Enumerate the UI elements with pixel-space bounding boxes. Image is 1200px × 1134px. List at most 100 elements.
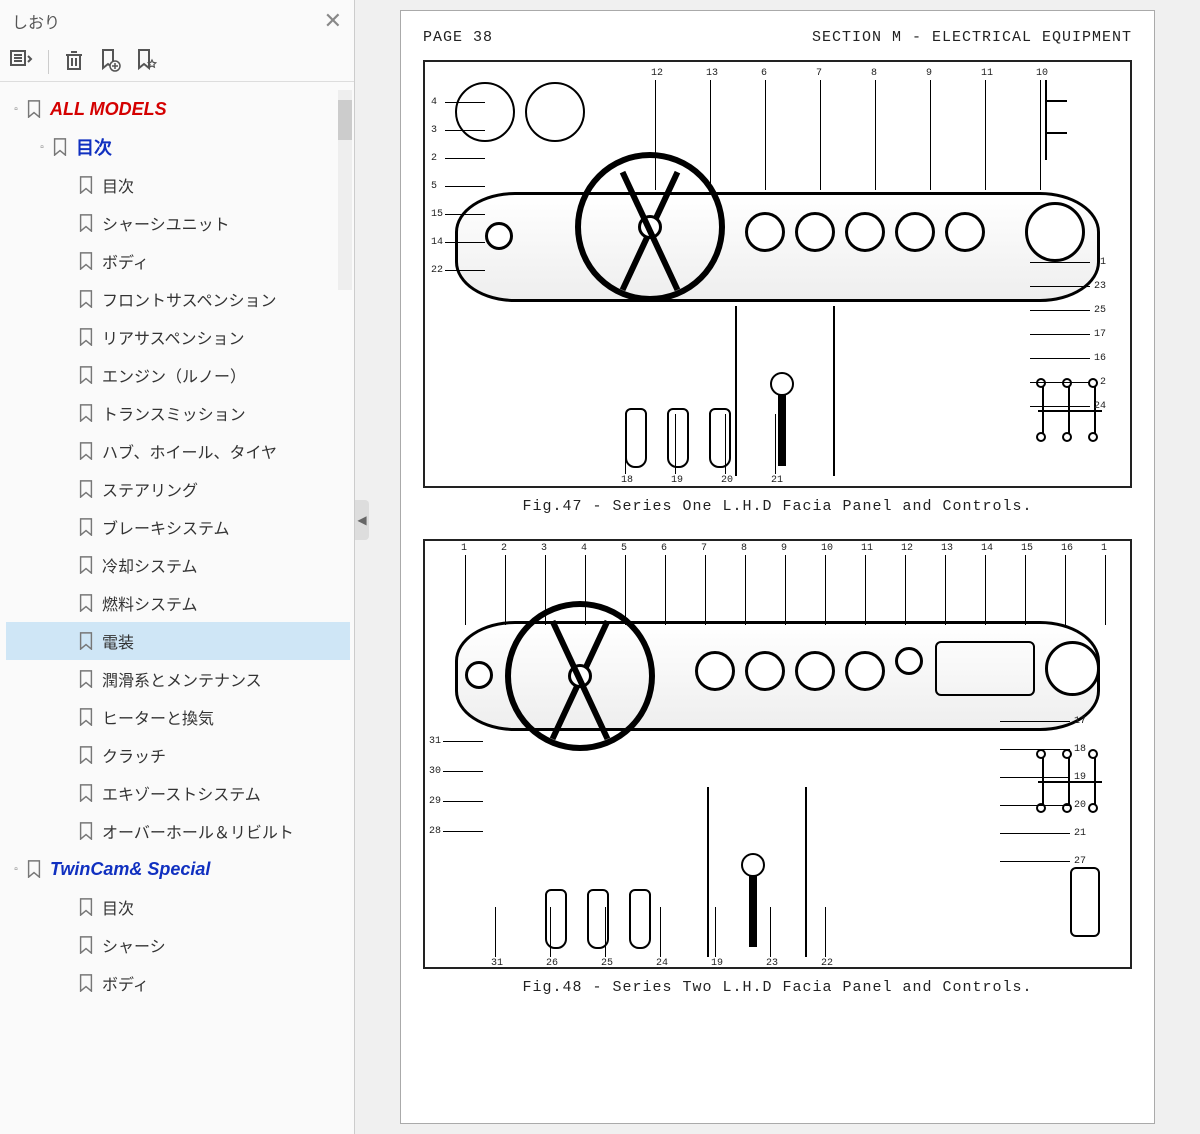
bookmark-label: オーバーホール＆リビルト <box>102 819 294 843</box>
page-number-label: PAGE 38 <box>423 29 493 46</box>
bookmark-label: ステアリング <box>102 477 198 501</box>
bookmark-label: ブレーキシステム <box>102 515 230 539</box>
callout-number: 29 <box>429 796 441 807</box>
document-page: PAGE 38 SECTION M - ELECTRICAL EQUIPMENT <box>400 10 1155 1124</box>
bookmark-node[interactable]: クラッチ <box>6 736 350 774</box>
figure-48-caption: Fig.48 - Series Two L.H.D Facia Panel an… <box>423 979 1132 996</box>
close-icon[interactable]: ✕ <box>324 8 342 34</box>
collapse-sidebar-handle[interactable]: ◀ <box>355 500 369 540</box>
options-icon[interactable] <box>10 50 34 73</box>
callout-number: 18 <box>1074 744 1086 755</box>
callout-number: 22 <box>431 265 443 276</box>
document-viewport: ◀ PAGE 38 SECTION M - ELECTRICAL EQUIPME… <box>355 0 1200 1134</box>
bookmark-node[interactable]: リアサスペンション <box>6 318 350 356</box>
callout-number: 6 <box>661 543 667 554</box>
callout-number: 24 <box>656 958 668 969</box>
callout-number: 17 <box>1074 716 1086 727</box>
bookmark-node[interactable]: シャーシユニット <box>6 204 350 242</box>
bookmark-tree: ▫ALL MODELS▫目次目次シャーシユニットボディフロントサスペンションリア… <box>0 82 354 1134</box>
callout-number: 10 <box>1036 68 1048 79</box>
bookmark-node[interactable]: ボディ <box>6 964 350 1002</box>
callout-number: 13 <box>706 68 718 79</box>
add-bookmark-icon[interactable] <box>99 48 121 75</box>
bookmark-node[interactable]: トランスミッション <box>6 394 350 432</box>
callout-number: 24 <box>1094 401 1106 412</box>
bookmark-node[interactable]: ボディ <box>6 242 350 280</box>
bookmark-node[interactable]: エキゾーストシステム <box>6 774 350 812</box>
bookmark-label: シャーシ <box>102 933 166 957</box>
bookmark-node[interactable]: シャーシ <box>6 926 350 964</box>
bookmark-label: ALL MODELS <box>50 99 167 120</box>
callout-number: 11 <box>861 543 873 554</box>
callout-number: 25 <box>601 958 613 969</box>
bookmark-label: ボディ <box>102 249 149 273</box>
bookmark-node[interactable]: 冷却システム <box>6 546 350 584</box>
bookmark-node[interactable]: ヒーターと換気 <box>6 698 350 736</box>
expand-toggle[interactable]: ▫ <box>10 104 22 115</box>
bookmark-node[interactable]: 目次 <box>6 888 350 926</box>
callout-number: 16 <box>1061 543 1073 554</box>
bookmark-label: 目次 <box>102 173 134 197</box>
callout-number: 4 <box>431 97 437 108</box>
bookmark-label: ハブ、ホイール、タイヤ <box>102 439 277 463</box>
bookmark-node[interactable]: ブレーキシステム <box>6 508 350 546</box>
bookmark-label: フロントサスペンション <box>102 287 277 311</box>
bookmark-node[interactable]: オーバーホール＆リビルト <box>6 812 350 850</box>
callout-number: 22 <box>821 958 833 969</box>
tree-scrollbar[interactable] <box>338 90 352 290</box>
bookmark-node[interactable]: ハブ、ホイール、タイヤ <box>6 432 350 470</box>
callout-number: 13 <box>941 543 953 554</box>
bookmark-node[interactable]: ▫TwinCam& Special <box>6 850 350 888</box>
bookmark-node[interactable]: エンジン（ルノー） <box>6 356 350 394</box>
callout-number: 5 <box>431 181 437 192</box>
callout-number: 31 <box>429 736 441 747</box>
callout-number: 3 <box>541 543 547 554</box>
callout-number: 19 <box>711 958 723 969</box>
callout-number: 14 <box>981 543 993 554</box>
callout-number: 2 <box>1100 377 1106 388</box>
callout-number: 19 <box>1074 772 1086 783</box>
bookmark-label: ボディ <box>102 971 149 995</box>
bookmark-label: クラッチ <box>102 743 166 767</box>
expand-toggle[interactable]: ▫ <box>36 142 48 153</box>
bookmark-node[interactable]: ステアリング <box>6 470 350 508</box>
bookmark-node[interactable]: 潤滑系とメンテナンス <box>6 660 350 698</box>
expand-toggle[interactable]: ▫ <box>10 864 22 875</box>
sidebar-title: しおり <box>12 9 60 33</box>
section-label: SECTION M - ELECTRICAL EQUIPMENT <box>812 29 1132 46</box>
star-bookmark-icon[interactable] <box>135 48 159 75</box>
bookmark-node[interactable]: 燃料システム <box>6 584 350 622</box>
callout-number: 15 <box>1021 543 1033 554</box>
callout-number: 4 <box>581 543 587 554</box>
callout-number: 15 <box>431 209 443 220</box>
callout-number: 11 <box>981 68 993 79</box>
callout-number: 21 <box>1074 828 1086 839</box>
bookmark-node[interactable]: 電装 <box>6 622 350 660</box>
callout-number: 6 <box>761 68 767 79</box>
callout-number: 12 <box>901 543 913 554</box>
callout-number: 9 <box>926 68 932 79</box>
bookmark-node[interactable]: フロントサスペンション <box>6 280 350 318</box>
callout-number: 2 <box>431 153 437 164</box>
bookmark-node[interactable]: ▫ 目次 <box>6 128 350 166</box>
callout-number: 18 <box>621 475 633 486</box>
bookmark-label: 冷却システム <box>102 553 198 577</box>
callout-number: 2 <box>501 543 507 554</box>
bookmark-label: リアサスペンション <box>102 325 245 349</box>
callout-number: 26 <box>546 958 558 969</box>
callout-number: 23 <box>1094 281 1106 292</box>
callout-number: 16 <box>1094 353 1106 364</box>
bookmark-label: エンジン（ルノー） <box>102 363 246 387</box>
callout-number: 9 <box>781 543 787 554</box>
figure-47-caption: Fig.47 - Series One L.H.D Facia Panel an… <box>423 498 1132 515</box>
bookmark-label: 目次 <box>76 134 112 160</box>
callout-number: 7 <box>701 543 707 554</box>
sidebar-toolbar <box>0 42 354 82</box>
bookmark-label: 燃料システム <box>102 591 198 615</box>
bookmark-node[interactable]: ▫ ALL MODELS <box>6 90 350 128</box>
figure-48: 1234567891011121314151613126252419232231… <box>423 539 1132 969</box>
bookmarks-sidebar: しおり ✕ ▫ALL MODELS▫目次目次シャーシユニットボディフロントサスペ… <box>0 0 355 1134</box>
delete-icon[interactable] <box>63 49 85 74</box>
bookmark-node[interactable]: 目次 <box>6 166 350 204</box>
callout-number: 3 <box>431 125 437 136</box>
